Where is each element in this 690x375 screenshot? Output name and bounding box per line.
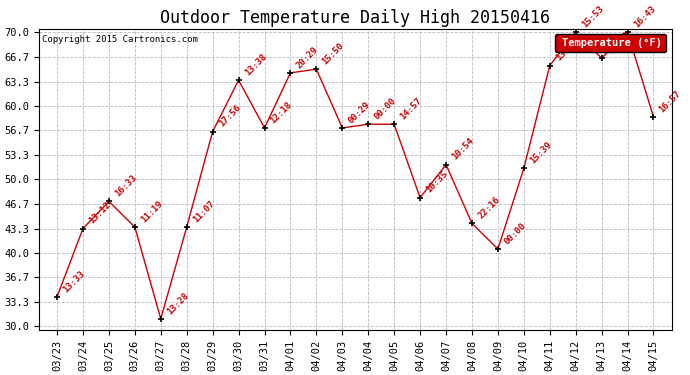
Text: 13:33: 13:33 bbox=[61, 268, 86, 294]
Text: Copyright 2015 Cartronics.com: Copyright 2015 Cartronics.com bbox=[42, 35, 198, 44]
Text: 20:29: 20:29 bbox=[295, 45, 320, 70]
Text: 14:57: 14:57 bbox=[398, 96, 424, 122]
Text: 22:16: 22:16 bbox=[476, 195, 502, 220]
Text: 10:35: 10:35 bbox=[424, 170, 450, 195]
Text: 15:53: 15:53 bbox=[580, 4, 605, 30]
Text: 16:43: 16:43 bbox=[606, 30, 631, 56]
Text: 00:00: 00:00 bbox=[502, 221, 527, 246]
Text: 00:00: 00:00 bbox=[373, 96, 397, 122]
Legend: Temperature (°F): Temperature (°F) bbox=[555, 34, 667, 53]
Text: 13:29: 13:29 bbox=[554, 38, 580, 63]
Text: 10:54: 10:54 bbox=[450, 136, 475, 162]
Title: Outdoor Temperature Daily High 20150416: Outdoor Temperature Daily High 20150416 bbox=[160, 9, 550, 27]
Text: 16:33: 16:33 bbox=[113, 173, 139, 199]
Text: 13:38: 13:38 bbox=[243, 52, 268, 77]
Text: 11:07: 11:07 bbox=[191, 199, 216, 224]
Text: 00:29: 00:29 bbox=[346, 100, 372, 125]
Text: 15:50: 15:50 bbox=[321, 41, 346, 66]
Text: 16:57: 16:57 bbox=[658, 89, 683, 114]
Text: 13:28: 13:28 bbox=[165, 291, 190, 316]
Text: 17:56: 17:56 bbox=[217, 104, 242, 129]
Text: 12:18: 12:18 bbox=[268, 100, 294, 125]
Text: 11:19: 11:19 bbox=[139, 199, 164, 224]
Text: 15:39: 15:39 bbox=[528, 140, 553, 165]
Text: 16:43: 16:43 bbox=[632, 4, 657, 30]
Text: 13:12: 13:12 bbox=[87, 200, 112, 226]
